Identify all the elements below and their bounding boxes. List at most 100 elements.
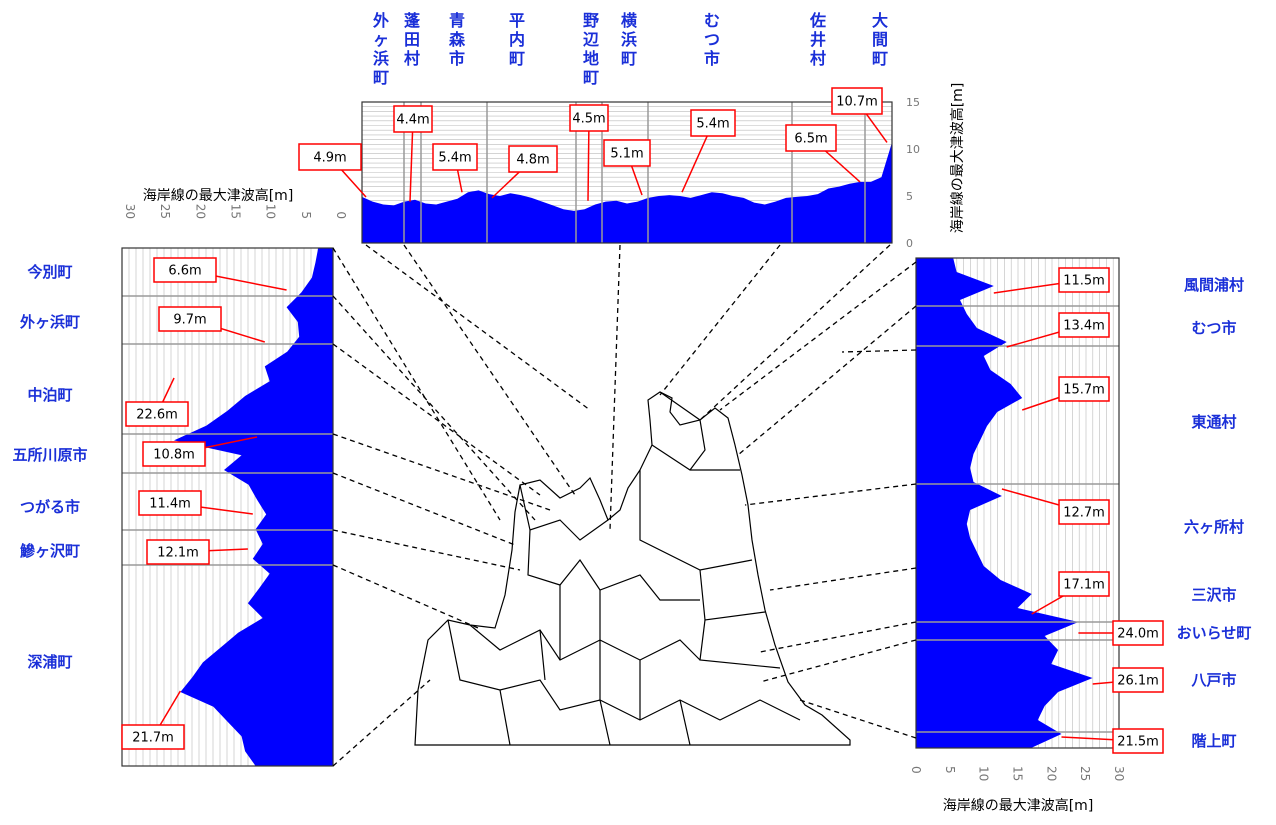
municipality-label: 井 bbox=[810, 30, 826, 49]
x-tick-label: 25 bbox=[1078, 766, 1092, 781]
municipality-label: 横 bbox=[621, 11, 638, 30]
callout-label: 24.0m bbox=[1117, 627, 1159, 642]
callout-box bbox=[158, 306, 222, 332]
municipality-label: 青 bbox=[449, 11, 465, 30]
callout-box bbox=[138, 490, 202, 516]
plot-frame bbox=[361, 101, 893, 244]
callout-box bbox=[1058, 376, 1110, 402]
callout-box bbox=[831, 87, 883, 115]
map-leader-line bbox=[609, 244, 621, 531]
x-tick-label: 25 bbox=[158, 204, 172, 219]
callout-label: 6.5m bbox=[794, 132, 827, 147]
municipality-label: 今別町 bbox=[26, 263, 72, 281]
municipality-label: 野 bbox=[583, 11, 599, 30]
callout-box bbox=[298, 143, 362, 171]
municipality-label: む bbox=[704, 11, 720, 30]
right-chart: 0 5 10 15 20 25 30 海岸線の最大津波高[m] 風間浦村むつ市東通村六ヶ所村三沢… bbox=[909, 257, 1252, 814]
y-tick-label: 0 bbox=[906, 237, 913, 250]
callout-box bbox=[121, 724, 185, 750]
x-tick-label: 30 bbox=[1112, 766, 1126, 781]
callout-label: 4.9m bbox=[313, 151, 346, 166]
map-leader-line bbox=[769, 567, 917, 591]
map-leader-line bbox=[332, 343, 541, 496]
callout-label: 26.1m bbox=[1117, 674, 1159, 689]
callout-label: 15.7m bbox=[1063, 383, 1105, 398]
x-tick-label: 5 bbox=[943, 766, 957, 774]
municipality-label: 平 bbox=[509, 11, 525, 30]
map-boundary bbox=[659, 391, 706, 471]
y-tick-label: 5 bbox=[906, 190, 913, 203]
map-boundary bbox=[499, 585, 691, 746]
municipality-label: 八戸市 bbox=[1190, 671, 1236, 689]
map-leader-line bbox=[332, 247, 501, 521]
municipality-label: 六ヶ所村 bbox=[1184, 518, 1244, 536]
municipality-label: 大 bbox=[872, 11, 888, 30]
map-boundary bbox=[651, 444, 740, 471]
callout-label: 13.4m bbox=[1063, 319, 1105, 334]
municipality-label: 深浦町 bbox=[27, 653, 72, 671]
callout-box bbox=[690, 109, 736, 137]
callout-label: 5.1m bbox=[610, 147, 643, 162]
map-leader-line bbox=[332, 295, 536, 521]
municipality-label: 村 bbox=[404, 49, 420, 68]
municipality-label: 田 bbox=[404, 30, 420, 49]
map-leader-line bbox=[737, 305, 917, 456]
x-tick-label: 30 bbox=[123, 204, 137, 219]
tsunami-height-area bbox=[362, 142, 892, 243]
municipality-label: 佐 bbox=[809, 11, 826, 30]
municipality-label: 五所川原市 bbox=[12, 446, 87, 464]
callout-label: 5.4m bbox=[438, 151, 471, 166]
callout-box bbox=[1058, 267, 1110, 293]
map-leader-line bbox=[365, 244, 591, 411]
map-leader-lines bbox=[332, 244, 917, 767]
callout-label: 9.7m bbox=[173, 313, 206, 328]
municipality-label: 風間浦村 bbox=[1184, 276, 1244, 294]
map-leader-line bbox=[744, 483, 917, 506]
municipality-label: むつ市 bbox=[1191, 319, 1236, 337]
x-tick-label: 10 bbox=[977, 766, 991, 781]
map-leader-line bbox=[799, 699, 917, 739]
map-boundary bbox=[699, 569, 766, 621]
municipality-label: 市 bbox=[449, 49, 465, 68]
callout-label: 10.8m bbox=[153, 448, 195, 463]
prefecture-map bbox=[414, 391, 851, 746]
callout-label: 10.7m bbox=[836, 95, 878, 110]
map-leader-line bbox=[759, 621, 917, 653]
callout-box bbox=[142, 441, 206, 467]
x-axis-label: 海岸線の最大津波高[m] bbox=[943, 797, 1094, 814]
municipality-label: おいらせ町 bbox=[1177, 624, 1252, 642]
callout-label: 21.7m bbox=[132, 731, 174, 746]
callout-label: 6.6m bbox=[168, 264, 201, 279]
municipality-label: 町 bbox=[583, 68, 599, 87]
x-tick-label: 20 bbox=[193, 204, 207, 219]
map-leader-line bbox=[659, 244, 781, 396]
municipality-label: 階上町 bbox=[1191, 732, 1236, 750]
tsunami-height-area bbox=[174, 248, 333, 766]
callout-leader bbox=[409, 118, 414, 202]
municipality-label: 浜 bbox=[621, 30, 637, 49]
callout-label: 4.4m bbox=[396, 113, 429, 128]
callout-box bbox=[1058, 312, 1110, 338]
x-tick-label: 0 bbox=[334, 211, 348, 219]
map-boundary bbox=[447, 619, 801, 721]
callout-box bbox=[508, 145, 558, 173]
municipality-label: 外 bbox=[372, 11, 389, 30]
x-tick-label: 15 bbox=[229, 204, 243, 219]
callout-label: 12.7m bbox=[1063, 506, 1105, 521]
callout-box bbox=[1058, 571, 1110, 597]
municipality-label: ヶ bbox=[373, 30, 389, 49]
municipality-label: 町 bbox=[872, 49, 888, 68]
callout-box bbox=[1112, 620, 1164, 646]
map-outline bbox=[414, 391, 851, 746]
municipality-label: 外ヶ浜町 bbox=[19, 313, 80, 331]
municipality-label: 蓬 bbox=[404, 11, 421, 30]
x-tick-label: 5 bbox=[299, 211, 313, 219]
municipality-label: 東通村 bbox=[1191, 413, 1236, 431]
municipality-label: 内 bbox=[509, 30, 525, 49]
map-boundary bbox=[469, 624, 701, 661]
municipality-label: 辺 bbox=[583, 30, 599, 49]
municipality-label: 市 bbox=[704, 49, 720, 68]
map-leader-line bbox=[332, 433, 551, 511]
callout-box bbox=[569, 104, 609, 132]
